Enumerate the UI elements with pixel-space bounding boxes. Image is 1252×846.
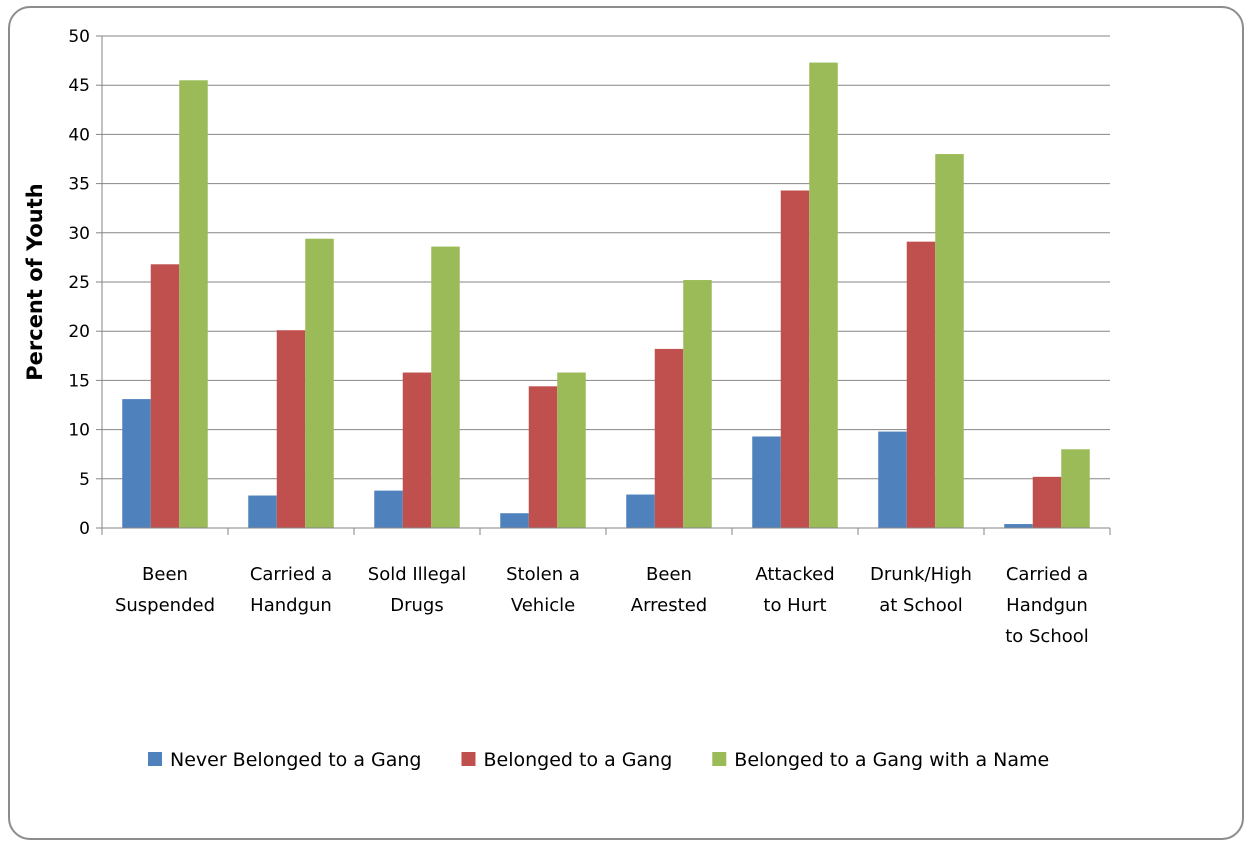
bar bbox=[780, 190, 810, 528]
y-tick-label: 35 bbox=[68, 175, 90, 195]
bar bbox=[654, 348, 684, 528]
category-label: Suspended bbox=[115, 595, 215, 616]
category-label: Attacked bbox=[755, 564, 834, 585]
bar bbox=[305, 238, 334, 529]
y-tick-label: 5 bbox=[79, 470, 90, 490]
bar bbox=[248, 495, 277, 528]
bar bbox=[683, 280, 712, 528]
category-label: to School bbox=[1005, 626, 1089, 647]
y-tick-label: 10 bbox=[68, 421, 90, 441]
legend-label: Belonged to a Gang with a Name bbox=[734, 749, 1049, 771]
chart-frame bbox=[8, 6, 1244, 840]
bars bbox=[122, 62, 1090, 529]
category-label: Handgun bbox=[1006, 595, 1088, 616]
legend-swatch bbox=[712, 752, 727, 766]
legend: Never Belonged to a Gang Belonged to a Ga… bbox=[148, 749, 1049, 771]
category-label: Drunk/High bbox=[870, 564, 972, 585]
bar bbox=[752, 436, 781, 528]
y-tick-label: 25 bbox=[68, 273, 90, 293]
bar bbox=[935, 154, 964, 528]
bar bbox=[1061, 449, 1090, 528]
y-tick-label: 45 bbox=[68, 76, 90, 96]
category-label: Drugs bbox=[390, 595, 443, 616]
y-tick-label: 40 bbox=[68, 125, 90, 145]
bar bbox=[878, 431, 907, 528]
bar bbox=[626, 494, 655, 528]
bar bbox=[1004, 524, 1033, 528]
bar bbox=[528, 386, 558, 528]
y-tick-label: 30 bbox=[68, 224, 90, 244]
y-axis-title: Percent of Youth bbox=[23, 183, 47, 381]
bar bbox=[276, 330, 306, 528]
bar bbox=[431, 246, 460, 529]
legend-swatch bbox=[148, 752, 162, 766]
legend-label: Never Belonged to a Gang bbox=[170, 749, 421, 771]
category-label: Handgun bbox=[250, 595, 332, 616]
bar bbox=[402, 372, 432, 528]
legend-swatch bbox=[461, 752, 476, 766]
bar bbox=[179, 80, 208, 528]
category-label: at School bbox=[879, 595, 963, 616]
category-label: Stolen a bbox=[506, 564, 580, 585]
y-tick-label: 20 bbox=[68, 322, 90, 342]
y-tick-labels: 0 5 10 15 20 25 30 35 40 45 50 bbox=[68, 27, 90, 539]
category-label: Been bbox=[646, 564, 692, 585]
bar bbox=[1032, 476, 1062, 528]
category-label: Carried a bbox=[1006, 564, 1088, 585]
bar bbox=[500, 513, 529, 528]
category-label: Vehicle bbox=[511, 595, 575, 616]
category-label: Arrested bbox=[631, 595, 707, 616]
axes bbox=[101, 36, 1111, 535]
bar bbox=[150, 264, 180, 528]
category-labels: Been Suspended Carried a Handgun Sold Illega… bbox=[115, 564, 1089, 647]
y-tick-label: 50 bbox=[68, 27, 90, 47]
bar bbox=[809, 62, 838, 529]
bar bbox=[374, 490, 403, 528]
bar bbox=[557, 372, 586, 528]
y-tick-label: 15 bbox=[68, 371, 90, 391]
category-label: Been bbox=[142, 564, 188, 585]
category-label: to Hurt bbox=[763, 595, 826, 616]
bar bbox=[122, 399, 151, 528]
y-tick-label: 0 bbox=[79, 519, 90, 539]
legend-label: Belonged to a Gang bbox=[483, 749, 672, 771]
category-label: Carried a bbox=[250, 564, 332, 585]
category-label: Sold Illegal bbox=[368, 564, 466, 585]
bar bbox=[906, 241, 936, 528]
